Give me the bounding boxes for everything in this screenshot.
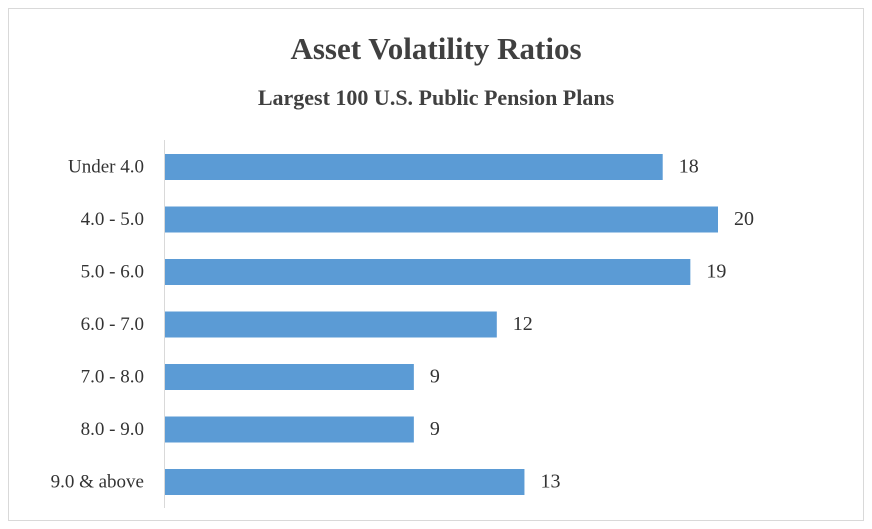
data-label: 20 xyxy=(734,208,754,230)
bar xyxy=(165,154,663,180)
data-label: 12 xyxy=(513,313,533,335)
y-tick-label: 5.0 - 6.0 xyxy=(81,261,144,282)
bar xyxy=(165,206,718,233)
data-label: 13 xyxy=(540,471,560,493)
bar xyxy=(165,416,414,443)
data-label: 19 xyxy=(706,261,726,283)
chart-subtitle: Largest 100 U.S. Public Pension Plans xyxy=(258,85,615,110)
bar xyxy=(165,364,414,390)
y-tick-label: 6.0 - 7.0 xyxy=(81,314,144,335)
bar xyxy=(165,311,497,338)
data-label: 9 xyxy=(430,366,440,388)
y-tick-label: 8.0 - 9.0 xyxy=(81,419,144,440)
y-tick-label: 4.0 - 5.0 xyxy=(81,209,144,230)
y-tick-label: Under 4.0 xyxy=(68,156,144,177)
chart-title: Asset Volatility Ratios xyxy=(290,31,581,66)
y-tick-label: 7.0 - 8.0 xyxy=(81,366,144,387)
data-label: 9 xyxy=(430,418,440,440)
data-label: 18 xyxy=(679,156,699,178)
y-tick-label: 9.0 & above xyxy=(51,471,144,492)
bar xyxy=(165,259,691,285)
bar xyxy=(165,469,525,495)
